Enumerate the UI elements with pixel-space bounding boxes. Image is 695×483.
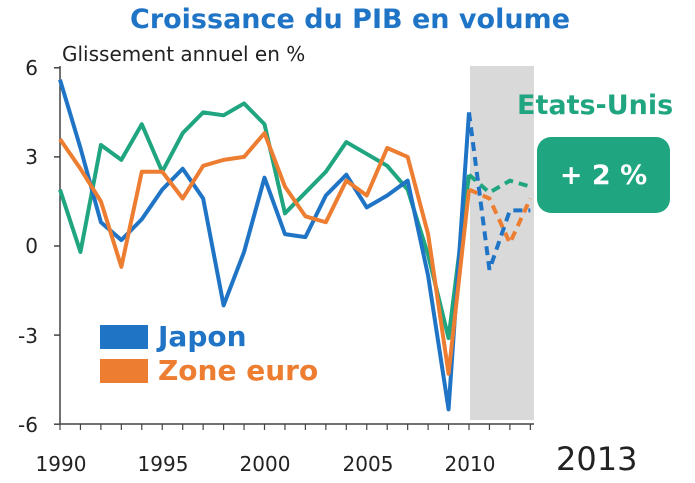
x-tick-label: 1995 <box>137 452 189 476</box>
y-axis-label: Glissement annuel en % <box>62 42 306 66</box>
series-forecast-zone-euro <box>468 187 533 248</box>
x-tick-label: 2005 <box>342 452 394 476</box>
x-tick-label: 2010 <box>444 452 496 476</box>
etats-unis-value-badge: + 2 % <box>537 137 670 213</box>
legend-item-zone-euro: Zone euro <box>100 354 318 387</box>
y-tick-label: 6 <box>25 56 38 80</box>
etats-unis-label: Etats-Unis <box>517 90 674 121</box>
series-forecast-etats-unis <box>467 173 531 195</box>
y-tick-marks <box>54 67 60 425</box>
y-tick-label: -6 <box>18 413 38 437</box>
series-forecast-japon <box>467 112 531 271</box>
legend-label-zone-euro: Zone euro <box>158 354 319 387</box>
x-tick-marks <box>59 424 531 430</box>
series-line-zone-euro <box>58 131 471 376</box>
y-tick-label: 3 <box>25 145 38 169</box>
x-tick-label: 1990 <box>35 452 87 476</box>
forecast-band <box>470 66 534 420</box>
chart-title: Croissance du PIB en volume <box>130 4 571 35</box>
series-lines <box>58 79 533 412</box>
y-tick-label: -3 <box>18 324 38 348</box>
legend-swatch-japon <box>100 324 148 349</box>
legend-label-japon: Japon <box>158 320 247 353</box>
forecast-year-label: 2013 <box>556 440 638 478</box>
etats-unis-value: + 2 % <box>559 159 648 191</box>
x-tick-label: 2000 <box>239 452 291 476</box>
legend-swatch-zone-euro <box>100 358 148 383</box>
y-tick-label: 0 <box>25 234 38 258</box>
series-line-etats-unis <box>58 101 471 341</box>
legend-item-japon: Japon <box>100 320 247 353</box>
